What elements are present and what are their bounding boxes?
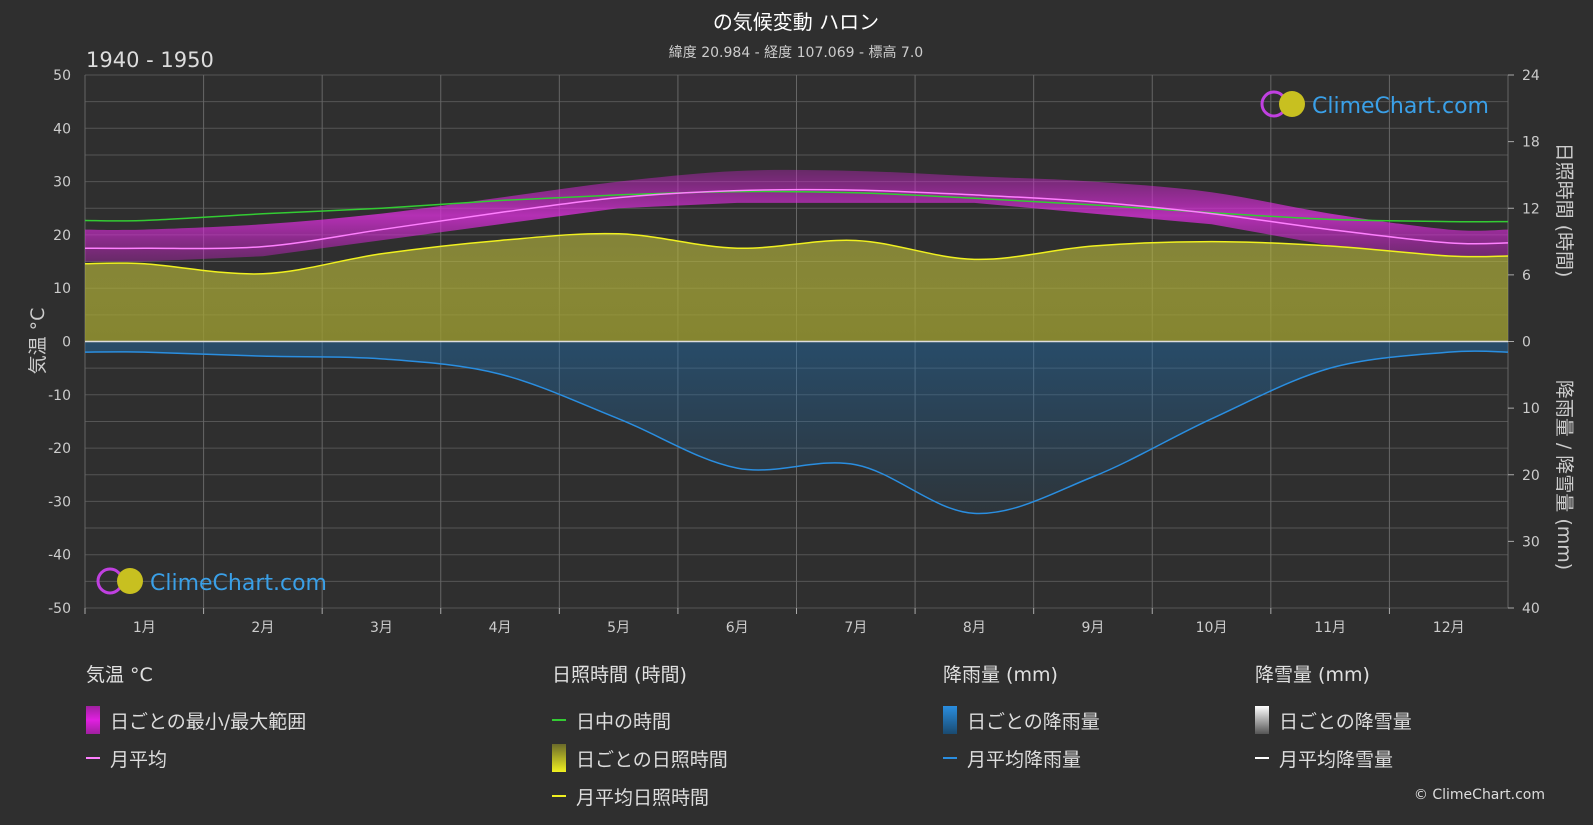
- y-tick-label: 40: [53, 121, 71, 137]
- x-tick-label: 12月: [1433, 620, 1465, 636]
- legend-snow-title: 降雪量 (mm): [1255, 664, 1370, 686]
- right-axis-title-top: 日照時間 (時間): [1553, 143, 1575, 278]
- legend-rain-title: 降雨量 (mm): [943, 664, 1058, 686]
- legend-item: 月平均降雨量: [943, 739, 1100, 777]
- legend-item: 日ごとの降雪量: [1255, 701, 1412, 739]
- rain-avg-swatch: [943, 757, 957, 759]
- y3-tick-label: 40: [1522, 601, 1540, 617]
- temp-range-band: [85, 169, 1508, 262]
- legend-sun-title: 日照時間 (時間): [552, 664, 687, 686]
- x-tick-label: 8月: [963, 620, 986, 636]
- legend-item: 日ごとの日照時間: [552, 739, 728, 777]
- legend-temp: 気温 °C 日ごとの最小/最大範囲 月平均: [86, 660, 306, 777]
- y3-tick-label: 30: [1522, 534, 1540, 550]
- legend-label: 月平均降雨量: [967, 748, 1082, 771]
- x-tick-label: 7月: [844, 620, 867, 636]
- left-axis-title: 気温 °C: [27, 308, 49, 375]
- legend-item: 月平均: [86, 739, 306, 777]
- y2-tick-label: 12: [1522, 201, 1540, 217]
- y2-tick-label: 6: [1522, 268, 1531, 284]
- y-tick-label: 50: [53, 68, 71, 84]
- sunshine-avg-swatch: [552, 795, 566, 797]
- snow-swatch: [1255, 706, 1269, 734]
- chart-subtitle: 緯度 20.984 - 経度 107.069 - 標高 7.0: [669, 44, 923, 61]
- copyright: © ClimeChart.com: [1413, 787, 1545, 803]
- y-tick-label: -50: [48, 601, 71, 617]
- x-tick-label: 1月: [133, 620, 156, 636]
- rain-avg-line: [84, 350, 1509, 515]
- legend-item: 月平均降雪量: [1255, 739, 1412, 777]
- y-tick-label: 0: [62, 335, 71, 351]
- watermark-bottom: ClimeChart.com: [96, 567, 327, 596]
- daylight-swatch: [552, 719, 566, 721]
- y-tick-label: 20: [53, 228, 71, 244]
- y-tick-label: 10: [53, 281, 71, 297]
- x-tick-label: 6月: [726, 620, 749, 636]
- legend-label: 日中の時間: [576, 710, 672, 733]
- legend-label: 日ごとの降雨量: [967, 710, 1100, 733]
- legend-label: 日ごとの日照時間: [576, 748, 728, 771]
- y3-tick-label: 10: [1522, 401, 1540, 417]
- y-tick-label: -20: [48, 441, 71, 457]
- y-tick-label: -30: [48, 494, 71, 510]
- temp-avg-swatch: [86, 757, 100, 759]
- legend-item: 日ごとの最小/最大範囲: [86, 701, 306, 739]
- sunshine-avg-line: [84, 232, 1509, 275]
- legend-label: 日ごとの降雪量: [1279, 710, 1412, 733]
- x-tick-label: 11月: [1314, 620, 1346, 636]
- snow-avg-swatch: [1255, 757, 1269, 759]
- x-tick-label: 10月: [1196, 620, 1228, 636]
- chart-title: の気候変動 ハロン: [713, 10, 879, 34]
- y2-tick-label: 18: [1522, 135, 1540, 151]
- right-axis-title-bottom: 降雨量 / 降雪量 (mm): [1553, 380, 1575, 570]
- data-lines: [84, 188, 1509, 515]
- period-label: 1940 - 1950: [86, 48, 214, 72]
- axes: 50 40 30 20 10 0 -10 -20 -30 -40 -50 24 18 12 6 0 10 20 30…: [48, 68, 1540, 636]
- watermark-text-bottom: ClimeChart.com: [150, 571, 327, 596]
- legend-snow: 降雪量 (mm) 日ごとの降雪量 月平均降雪量: [1255, 660, 1412, 777]
- rain-swatch: [943, 706, 957, 734]
- sunshine-area: [85, 233, 1508, 342]
- x-tick-label: 2月: [251, 620, 274, 636]
- daylight-line: [84, 190, 1509, 223]
- temp-avg-line: [84, 188, 1509, 250]
- sunshine-swatch: [552, 744, 566, 772]
- y2-tick-label: 24: [1522, 68, 1540, 84]
- legend-rain: 降雨量 (mm) 日ごとの降雨量 月平均降雨量: [943, 660, 1100, 777]
- legend-temp-title: 気温 °C: [86, 664, 153, 686]
- watermark-top: ClimeChart.com: [1260, 90, 1489, 119]
- y-tick-label: -40: [48, 548, 71, 564]
- x-tick-label: 5月: [607, 620, 630, 636]
- x-tick-label: 4月: [489, 620, 512, 636]
- y-tick-label: -10: [48, 388, 71, 404]
- x-tick-label: 9月: [1081, 620, 1104, 636]
- legend-label: 月平均降雪量: [1279, 748, 1394, 771]
- watermark-text-top: ClimeChart.com: [1312, 94, 1489, 119]
- legend-label: 日ごとの最小/最大範囲: [110, 710, 307, 733]
- x-tick-label: 3月: [370, 620, 393, 636]
- legend-sun: 日照時間 (時間) 日中の時間 日ごとの日照時間 月平均日照時間: [552, 660, 728, 815]
- y2-tick-label: 0: [1522, 335, 1531, 351]
- legend-item: 月平均日照時間: [552, 777, 728, 815]
- rain-area: [85, 341, 1508, 514]
- temp-range-swatch: [86, 706, 100, 734]
- y-tick-label: 30: [53, 175, 71, 191]
- y3-tick-label: 20: [1522, 468, 1540, 484]
- legend-item: 日ごとの降雨量: [943, 701, 1100, 739]
- legend-label: 月平均日照時間: [576, 786, 710, 809]
- data-fills: [85, 169, 1508, 514]
- legend-label: 月平均: [110, 748, 168, 771]
- legend-item: 日中の時間: [552, 701, 728, 739]
